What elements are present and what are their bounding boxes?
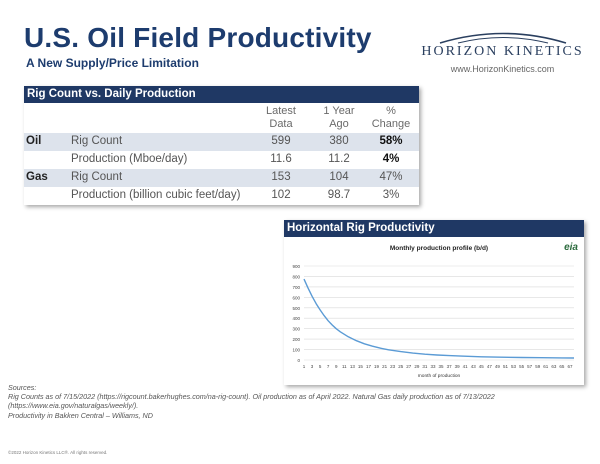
x-tick-label: 13 <box>350 364 356 369</box>
slide-subtitle: A New Supply/Price Limitation <box>26 56 199 70</box>
x-tick-label: 27 <box>406 364 412 369</box>
copyright-notice: ©2022 Horizon Kinetics LLC®. All rights … <box>8 450 108 455</box>
x-tick-label: 21 <box>382 364 388 369</box>
sources-line-1: Rig Counts as of 7/15/2022 (https://rigc… <box>8 392 495 402</box>
table-row-oil-production: Production (Mboe/day) 11.6 11.2 4% <box>24 151 419 169</box>
x-tick-label: 35 <box>439 364 445 369</box>
x-axis-label: month of production <box>418 373 461 379</box>
x-tick-label: 57 <box>527 364 533 369</box>
x-tick-label: 47 <box>487 364 493 369</box>
x-tick-label: 39 <box>455 364 461 369</box>
chart-panel-header: Horizontal Rig Productivity <box>284 220 584 237</box>
x-tick-label: 55 <box>519 364 525 369</box>
x-tick-label: 7 <box>327 364 330 369</box>
table-column-headers: Latest Data 1 Year Ago % Change <box>24 103 419 133</box>
horizon-kinetics-logo: HORIZON KINETICS www.HorizonKinetics.com <box>420 28 585 78</box>
x-tick-label: 53 <box>511 364 517 369</box>
x-tick-label: 29 <box>414 364 420 369</box>
x-tick-label: 5 <box>319 364 322 369</box>
x-tick-label: 3 <box>311 364 314 369</box>
eia-logo: eia <box>564 242 578 253</box>
table-row-oil-rig-count: Oil Rig Count 599 380 58% <box>24 133 419 151</box>
column-header-latest: Latest Data <box>266 105 296 130</box>
y-tick-label: 500 <box>292 306 300 311</box>
y-tick-label: 300 <box>292 327 300 332</box>
x-tick-label: 67 <box>567 364 573 369</box>
logo-name: HORIZON KINETICS <box>421 44 584 59</box>
x-tick-label: 1 <box>303 364 306 369</box>
x-tick-label: 61 <box>543 364 549 369</box>
x-tick-label: 33 <box>430 364 436 369</box>
x-tick-label: 45 <box>479 364 485 369</box>
y-tick-label: 0 <box>297 358 300 363</box>
x-tick-label: 17 <box>366 364 372 369</box>
slide-title: U.S. Oil Field Productivity <box>24 22 372 53</box>
y-tick-label: 800 <box>292 274 300 279</box>
sources-label: Sources: <box>8 383 37 392</box>
table-row-gas-production: Production (billion cubic feet/day) 102 … <box>24 187 419 205</box>
production-profile-line <box>303 278 575 359</box>
table-row-gas-rig-count: Gas Rig Count 153 104 47% <box>24 169 419 187</box>
x-tick-label: 63 <box>551 364 557 369</box>
sources-footnote: Sources: Rig Counts as of 7/15/2022 (htt… <box>8 383 598 420</box>
y-tick-label: 600 <box>292 295 300 300</box>
x-tick-label: 65 <box>559 364 565 369</box>
x-tick-label: 15 <box>358 364 364 369</box>
x-tick-label: 49 <box>495 364 501 369</box>
sources-line-3: Productivity in Bakken Central – William… <box>8 410 153 420</box>
x-tick-label: 59 <box>535 364 541 369</box>
horizon-arc-icon <box>439 32 567 44</box>
x-tick-label: 19 <box>374 364 380 369</box>
x-tick-label: 31 <box>422 364 428 369</box>
x-tick-label: 43 <box>471 364 477 369</box>
logo-url: www.HorizonKinetics.com <box>450 64 555 74</box>
x-tick-label: 41 <box>463 364 469 369</box>
y-tick-label: 100 <box>292 348 300 353</box>
x-tick-label: 9 <box>335 364 338 369</box>
x-tick-label: 25 <box>398 364 404 369</box>
column-header-change: % Change <box>371 105 411 130</box>
chart-title: Monthly production profile (b/d) <box>390 245 488 252</box>
column-header-year-ago: 1 Year Ago <box>323 105 355 130</box>
x-tick-label: 51 <box>503 364 509 369</box>
y-tick-label: 700 <box>292 285 300 290</box>
y-tick-label: 200 <box>292 337 300 342</box>
y-tick-label: 900 <box>292 264 300 269</box>
rig-count-table: Rig Count vs. Daily Production Latest Dat… <box>24 86 419 205</box>
y-tick-label: 400 <box>292 316 300 321</box>
productivity-chart-panel: Horizontal Rig Productivity eia Monthly … <box>284 220 584 385</box>
x-tick-label: 23 <box>390 364 396 369</box>
sources-line-2: (https://www.eia.gov/naturalgas/weekly/)… <box>8 401 139 411</box>
x-tick-label: 11 <box>342 364 347 369</box>
x-tick-label: 37 <box>447 364 453 369</box>
table-header: Rig Count vs. Daily Production <box>24 86 419 103</box>
production-profile-chart: Monthly production profile (b/d) 0 100 200 3… <box>292 245 575 379</box>
